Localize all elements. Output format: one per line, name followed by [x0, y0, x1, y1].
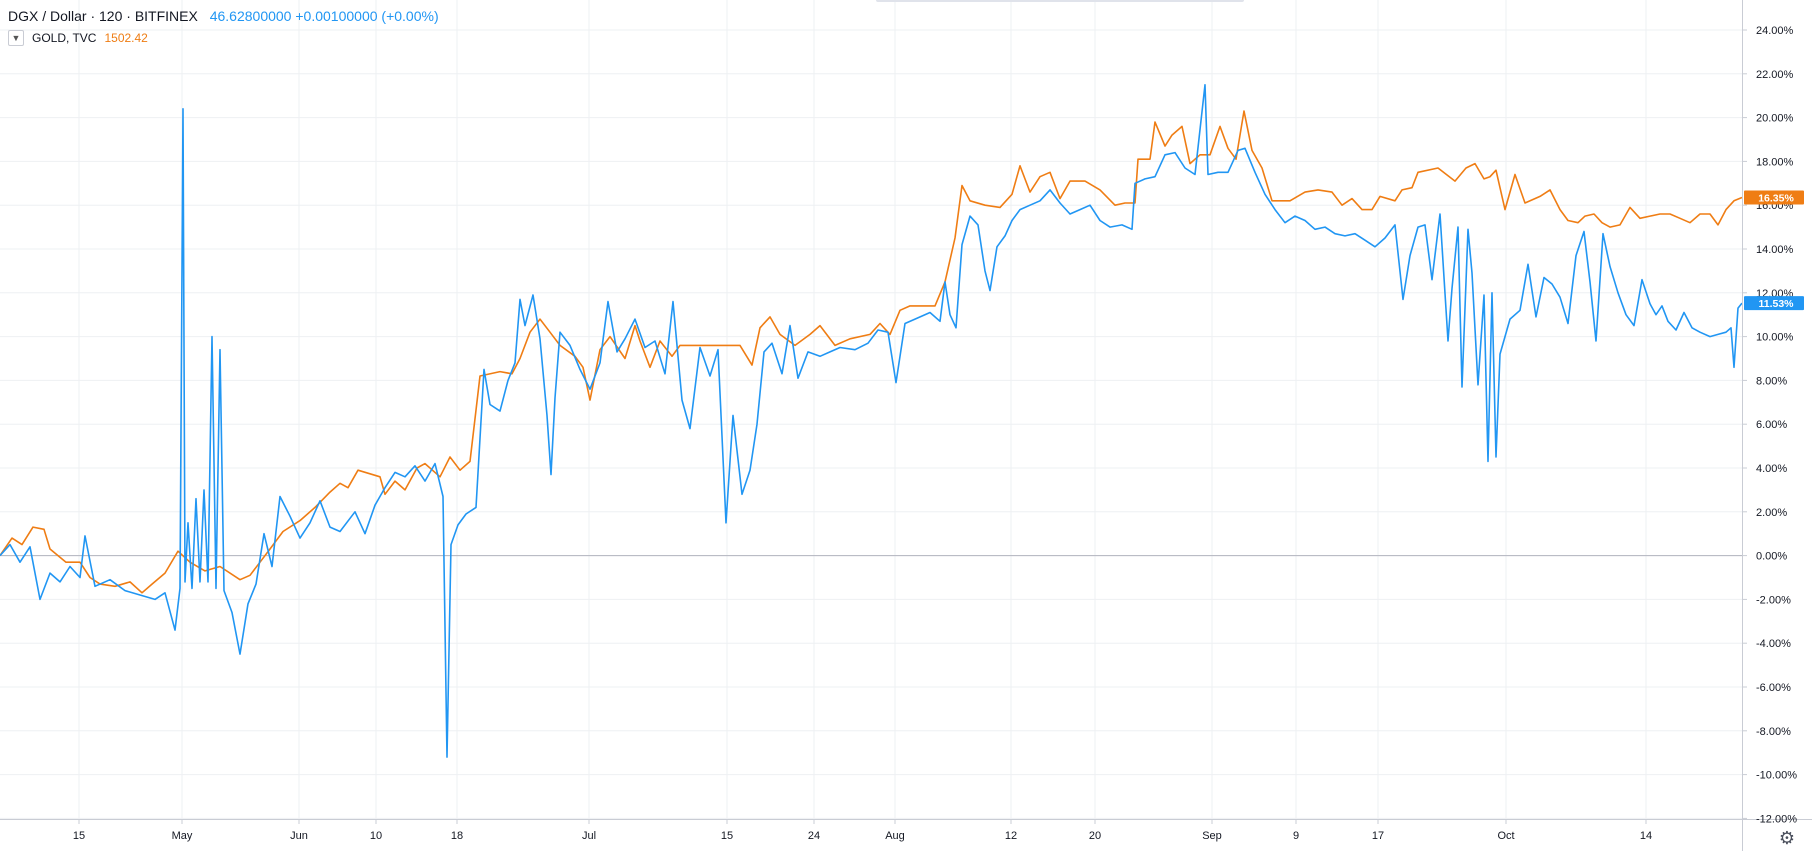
- y-tick-label: 4.00%: [1756, 463, 1787, 475]
- y-tick-label: -8.00%: [1756, 726, 1791, 738]
- dgx-last-value-label: 11.53%: [1758, 298, 1794, 310]
- time-axis[interactable]: 15 May Jun 10 18 Jul 15 24 Aug 12 20 Sep 9 17 Oct 14: [73, 819, 1652, 842]
- last-value-labels: 16.35% 11.53%: [1744, 190, 1804, 311]
- y-tick-label: -6.00%: [1756, 682, 1791, 694]
- y-tick-label: -12.00%: [1756, 813, 1797, 825]
- y-tick-label: 22.00%: [1756, 69, 1794, 81]
- last-price: 46.62800000: [209, 8, 292, 24]
- y-tick-label: -2.00%: [1756, 594, 1791, 606]
- top-drag-handle[interactable]: [876, 0, 1244, 2]
- y-tick-label: 0.00%: [1756, 551, 1787, 563]
- x-tick-label: Sep: [1202, 830, 1222, 842]
- y-tick-label: 14.00%: [1756, 244, 1794, 256]
- y-tick-label: -4.00%: [1756, 638, 1791, 650]
- x-tick-label: 20: [1089, 830, 1101, 842]
- y-tick-label: -10.00%: [1756, 770, 1797, 782]
- y-tick-label: 2.00%: [1756, 507, 1787, 519]
- gold-series-line: [0, 110, 1743, 594]
- gear-icon[interactable]: ⚙: [1778, 828, 1796, 848]
- dgx-last-value-badge: [1744, 296, 1804, 311]
- x-tick-label: May: [172, 830, 193, 842]
- x-tick-label: 14: [1640, 830, 1652, 842]
- x-tick-label: Jun: [290, 830, 308, 842]
- y-tick-label: 20.00%: [1756, 113, 1794, 125]
- chart-legend: DGX / Dollar · 120 · BITFINEX 46.6280000…: [8, 6, 439, 48]
- compare-symbol-row[interactable]: ▼ GOLD, TVC 1502.42: [8, 28, 439, 48]
- price-axis[interactable]: 24.00%22.00%20.00%18.00%16.00%14.00%12.0…: [1742, 25, 1797, 825]
- symbol-title: DGX / Dollar · 120 · BITFINEX: [8, 8, 198, 24]
- chevron-down-icon[interactable]: ▼: [8, 30, 24, 46]
- x-tick-label: 9: [1293, 830, 1299, 842]
- y-tick-label: 8.00%: [1756, 375, 1787, 387]
- main-symbol-row[interactable]: DGX / Dollar · 120 · BITFINEX 46.6280000…: [8, 6, 439, 26]
- x-tick-label: 15: [73, 830, 85, 842]
- x-tick-label: 18: [451, 830, 463, 842]
- x-tick-label: 10: [370, 830, 382, 842]
- gold-last-value-badge: [1744, 190, 1804, 205]
- x-tick-label: Oct: [1497, 830, 1514, 842]
- price-change: +0.00100000 (+0.00%): [295, 8, 439, 24]
- compare-symbol-value: 1502.42: [104, 31, 148, 45]
- y-tick-label: 10.00%: [1756, 332, 1794, 344]
- gold-last-value-label: 16.35%: [1758, 193, 1794, 205]
- x-tick-label: 24: [808, 830, 820, 842]
- y-tick-label: 6.00%: [1756, 419, 1787, 431]
- x-tick-label: 15: [721, 830, 733, 842]
- compare-symbol-name: GOLD, TVC: [32, 31, 97, 45]
- x-tick-label: Aug: [885, 830, 905, 842]
- y-tick-label: 24.00%: [1756, 25, 1794, 37]
- grid-lines: [0, 0, 1742, 819]
- dgx-series-line: [0, 84, 1743, 758]
- y-tick-label: 18.00%: [1756, 156, 1794, 168]
- x-tick-label: 17: [1372, 830, 1384, 842]
- x-tick-label: 12: [1005, 830, 1017, 842]
- series-layer: [0, 84, 1743, 758]
- x-tick-label: Jul: [582, 830, 596, 842]
